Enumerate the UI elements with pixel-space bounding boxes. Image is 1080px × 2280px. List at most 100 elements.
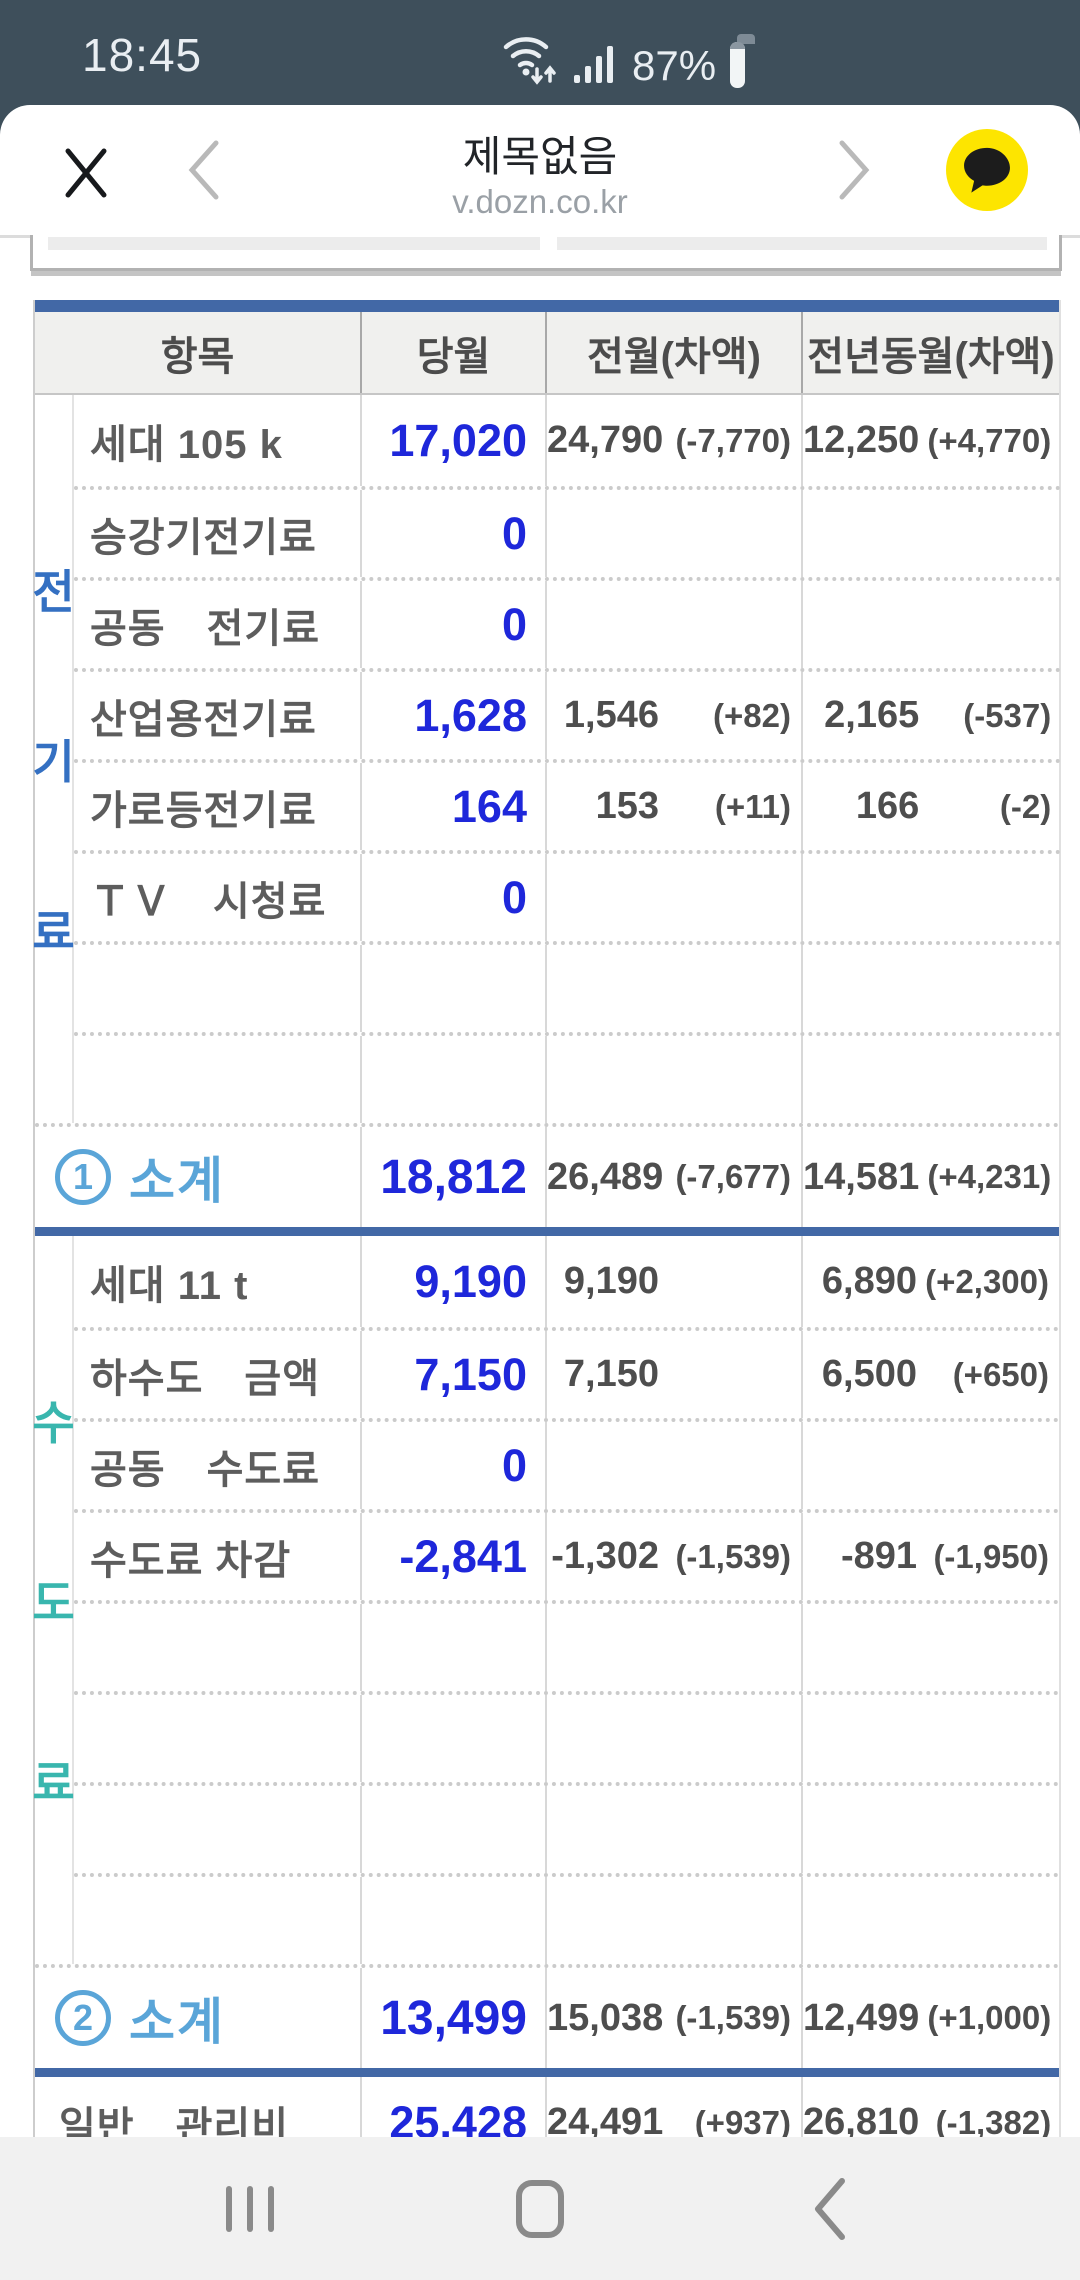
yoy-diff: (+1,000) — [927, 1999, 1052, 2036]
prev-month-value: 9,190 — [563, 1260, 659, 1302]
prev-month-value: 7,150 — [563, 1353, 659, 1395]
wifi-icon — [500, 27, 558, 90]
yoy-value: 12,250 — [803, 419, 920, 461]
current-month-value: 0 — [360, 490, 545, 577]
status-icons: 87% — [500, 27, 755, 90]
recents-button[interactable] — [200, 2159, 300, 2259]
management-fee-table: 항목 당월 전월(차액) 전년동월(차액) 전 기 료 세대 105 k 17,… — [32, 300, 1062, 2168]
back-chevron-icon — [815, 2177, 845, 2240]
prev-month-diff: (+937) — [694, 2103, 791, 2141]
table-row-empty — [74, 1600, 1059, 1691]
subtotal-label: 소계 — [129, 1994, 225, 2050]
current-month-value: -2,841 — [360, 1513, 545, 1600]
page-title: 제목없음 — [462, 133, 618, 180]
table-header-row: 항목 당월 전월(차액) 전년동월(차액) — [35, 312, 1059, 395]
yoy-diff: (+650) — [952, 1355, 1049, 1393]
current-month-value: 17,020 — [360, 395, 545, 486]
subtotal-row-electricity: 1 소계 18,812 26,489 (-7,677) 14,581 (+4,231… — [35, 1123, 1059, 1227]
prev-month-diff: (-1,539) — [675, 1999, 791, 2036]
prev-month-diff: (+11) — [714, 787, 791, 825]
yoy-value: 6,500 — [821, 1353, 917, 1395]
prev-month-value: 26,489 — [547, 1155, 664, 1198]
leftover-cell — [557, 237, 1047, 250]
prev-month-diff: (-7,770) — [675, 421, 791, 459]
prev-month-value: -1,302 — [551, 1535, 659, 1577]
home-button[interactable] — [490, 2159, 590, 2259]
circled-number-icon: 1 — [55, 1149, 111, 1205]
current-month-value: 9,190 — [360, 1236, 545, 1327]
item-label: 공동 전기료 — [90, 606, 320, 651]
group-label-char: 기 — [32, 736, 75, 788]
yoy-diff: (+4,770) — [927, 421, 1052, 459]
table-row: 공동 수도료 0 — [74, 1418, 1059, 1509]
col-header-item: 항목 — [160, 334, 235, 379]
circled-number-icon: 2 — [55, 1990, 111, 2046]
back-button[interactable] — [180, 137, 226, 203]
current-month-value: 164 — [360, 763, 545, 850]
item-label: 수도료 차감 — [90, 1538, 292, 1583]
subtotal-label: 소계 — [129, 1153, 225, 1209]
current-month-value: 13,499 — [360, 1968, 545, 2068]
item-label: 승강기전기료 — [90, 515, 317, 560]
item-label: 세대 105 k — [90, 422, 283, 467]
yoy-diff: (-1,382) — [935, 2103, 1052, 2141]
group-label-char: 료 — [32, 1757, 75, 1809]
item-label: 산업용전기료 — [90, 697, 317, 742]
forward-button[interactable] — [832, 137, 878, 203]
yoy-value: 12,499 — [803, 1996, 920, 2039]
group-label-char: 료 — [32, 906, 75, 958]
speech-bubble-icon — [959, 140, 1015, 201]
item-label: 공동 수도료 — [90, 1447, 320, 1492]
yoy-value: 166 — [855, 785, 920, 827]
current-month-value: 1,628 — [360, 672, 545, 759]
battery-icon — [730, 34, 755, 88]
table-row-empty — [74, 1032, 1062, 1123]
clock: 18:45 — [82, 29, 203, 81]
table-row: 공동 전기료 0 — [74, 577, 1062, 668]
prev-month-value: 24,790 — [547, 419, 664, 461]
yoy-diff: (-537) — [963, 696, 1052, 734]
col-header-prev-month: 전월(차액) — [545, 312, 801, 393]
kakaotalk-button[interactable] — [946, 129, 1028, 211]
table-row: 수도료 차감 -2,841 -1,302 (-1,539) -891 (-1,950… — [74, 1509, 1059, 1600]
group-label-char: 전 — [32, 566, 75, 618]
scrolled-out-element — [30, 235, 1062, 271]
signal-icon — [572, 33, 618, 90]
close-button[interactable] — [58, 143, 114, 199]
table-row-empty — [74, 941, 1062, 1032]
android-nav-bar — [0, 2137, 1080, 2280]
group-label-char: 수 — [32, 1397, 75, 1449]
item-label: ＴＶ 시청료 — [90, 879, 327, 924]
table-top-border — [35, 300, 1059, 312]
current-month-value: 18,812 — [360, 1127, 545, 1227]
item-label: 가로등전기료 — [90, 788, 317, 833]
current-month-value: 7,150 — [360, 1331, 545, 1418]
browser-header: 제목없음 v.dozn.co.kr — [0, 105, 1080, 235]
home-icon — [516, 2179, 564, 2238]
table-row: ＴＶ 시청료 0 — [74, 850, 1062, 941]
col-header-year-over-year: 전년동월(차액) — [801, 312, 1059, 393]
recents-icon — [226, 2185, 274, 2232]
yoy-diff: (+4,231) — [927, 1158, 1052, 1195]
subtotal-row-water: 2 소계 13,499 15,038 (-1,539) 12,499 (+1,000… — [35, 1964, 1059, 2068]
group-divider — [35, 2068, 1059, 2077]
prev-month-value: 15,038 — [547, 1996, 664, 2039]
table-row-empty — [74, 1691, 1059, 1782]
group-electricity: 전 기 료 세대 105 k 17,020 24,790 (-7,770) 12,… — [32, 395, 1062, 1123]
nav-back-button[interactable] — [780, 2159, 880, 2259]
leftover-cell — [48, 237, 540, 250]
table-row: 하수도 금액 7,150 7,150 6,500 (+650) — [74, 1327, 1059, 1418]
group-water: 수 도 료 세대 11 t 9,190 9,190 6,890 (+2,300) … — [32, 1236, 1059, 1964]
yoy-value: -891 — [840, 1535, 917, 1577]
yoy-value: 14,581 — [803, 1155, 920, 1198]
group-label-char: 도 — [32, 1577, 75, 1629]
prev-month-diff: (+82) — [713, 696, 791, 734]
current-month-value: 0 — [360, 1422, 545, 1509]
group-divider — [35, 1227, 1059, 1236]
yoy-value: 26,810 — [803, 2101, 920, 2143]
page-url: v.dozn.co.kr — [452, 183, 628, 220]
yoy-value: 6,890 — [821, 1260, 917, 1302]
current-month-value: 0 — [360, 854, 545, 941]
table-row: 승강기전기료 0 — [74, 486, 1062, 577]
